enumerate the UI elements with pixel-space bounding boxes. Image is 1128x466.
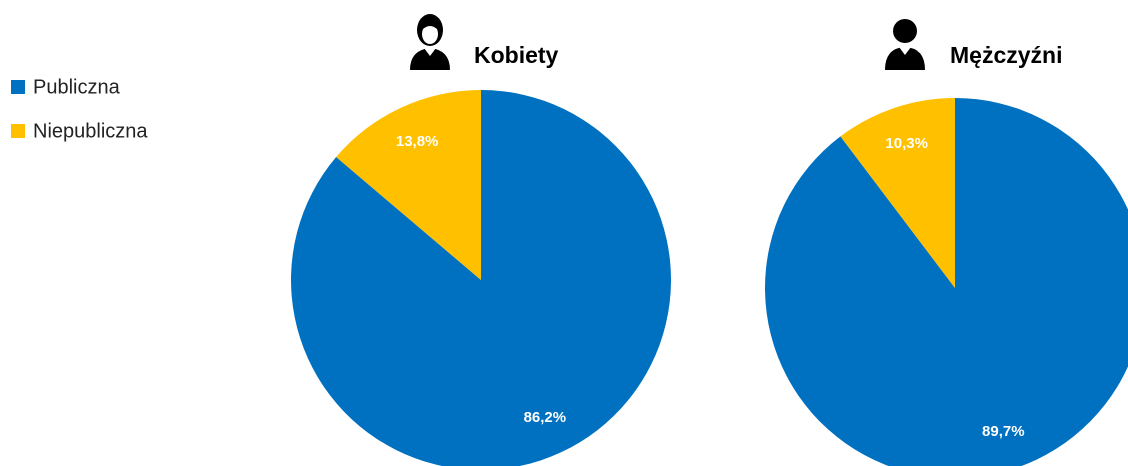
legend-swatch — [11, 124, 25, 138]
chart-title: Mężczyźni — [950, 42, 1062, 68]
chart-title: Kobiety — [474, 42, 559, 68]
icon-male — [885, 19, 925, 70]
pie-slice — [840, 98, 955, 288]
data-label: 86,2% — [524, 409, 567, 426]
data-label: 89,7% — [982, 423, 1025, 440]
pie-slice — [291, 90, 671, 466]
pie-slice — [765, 98, 1128, 466]
legend-label: Niepubliczna — [33, 120, 148, 142]
pie-slice — [336, 90, 481, 280]
data-label: 13,8% — [396, 133, 439, 150]
legend-swatch — [11, 80, 25, 94]
legend-label: Publiczna — [33, 76, 121, 98]
data-label: 10,3% — [885, 135, 928, 152]
icon-female — [410, 14, 450, 70]
